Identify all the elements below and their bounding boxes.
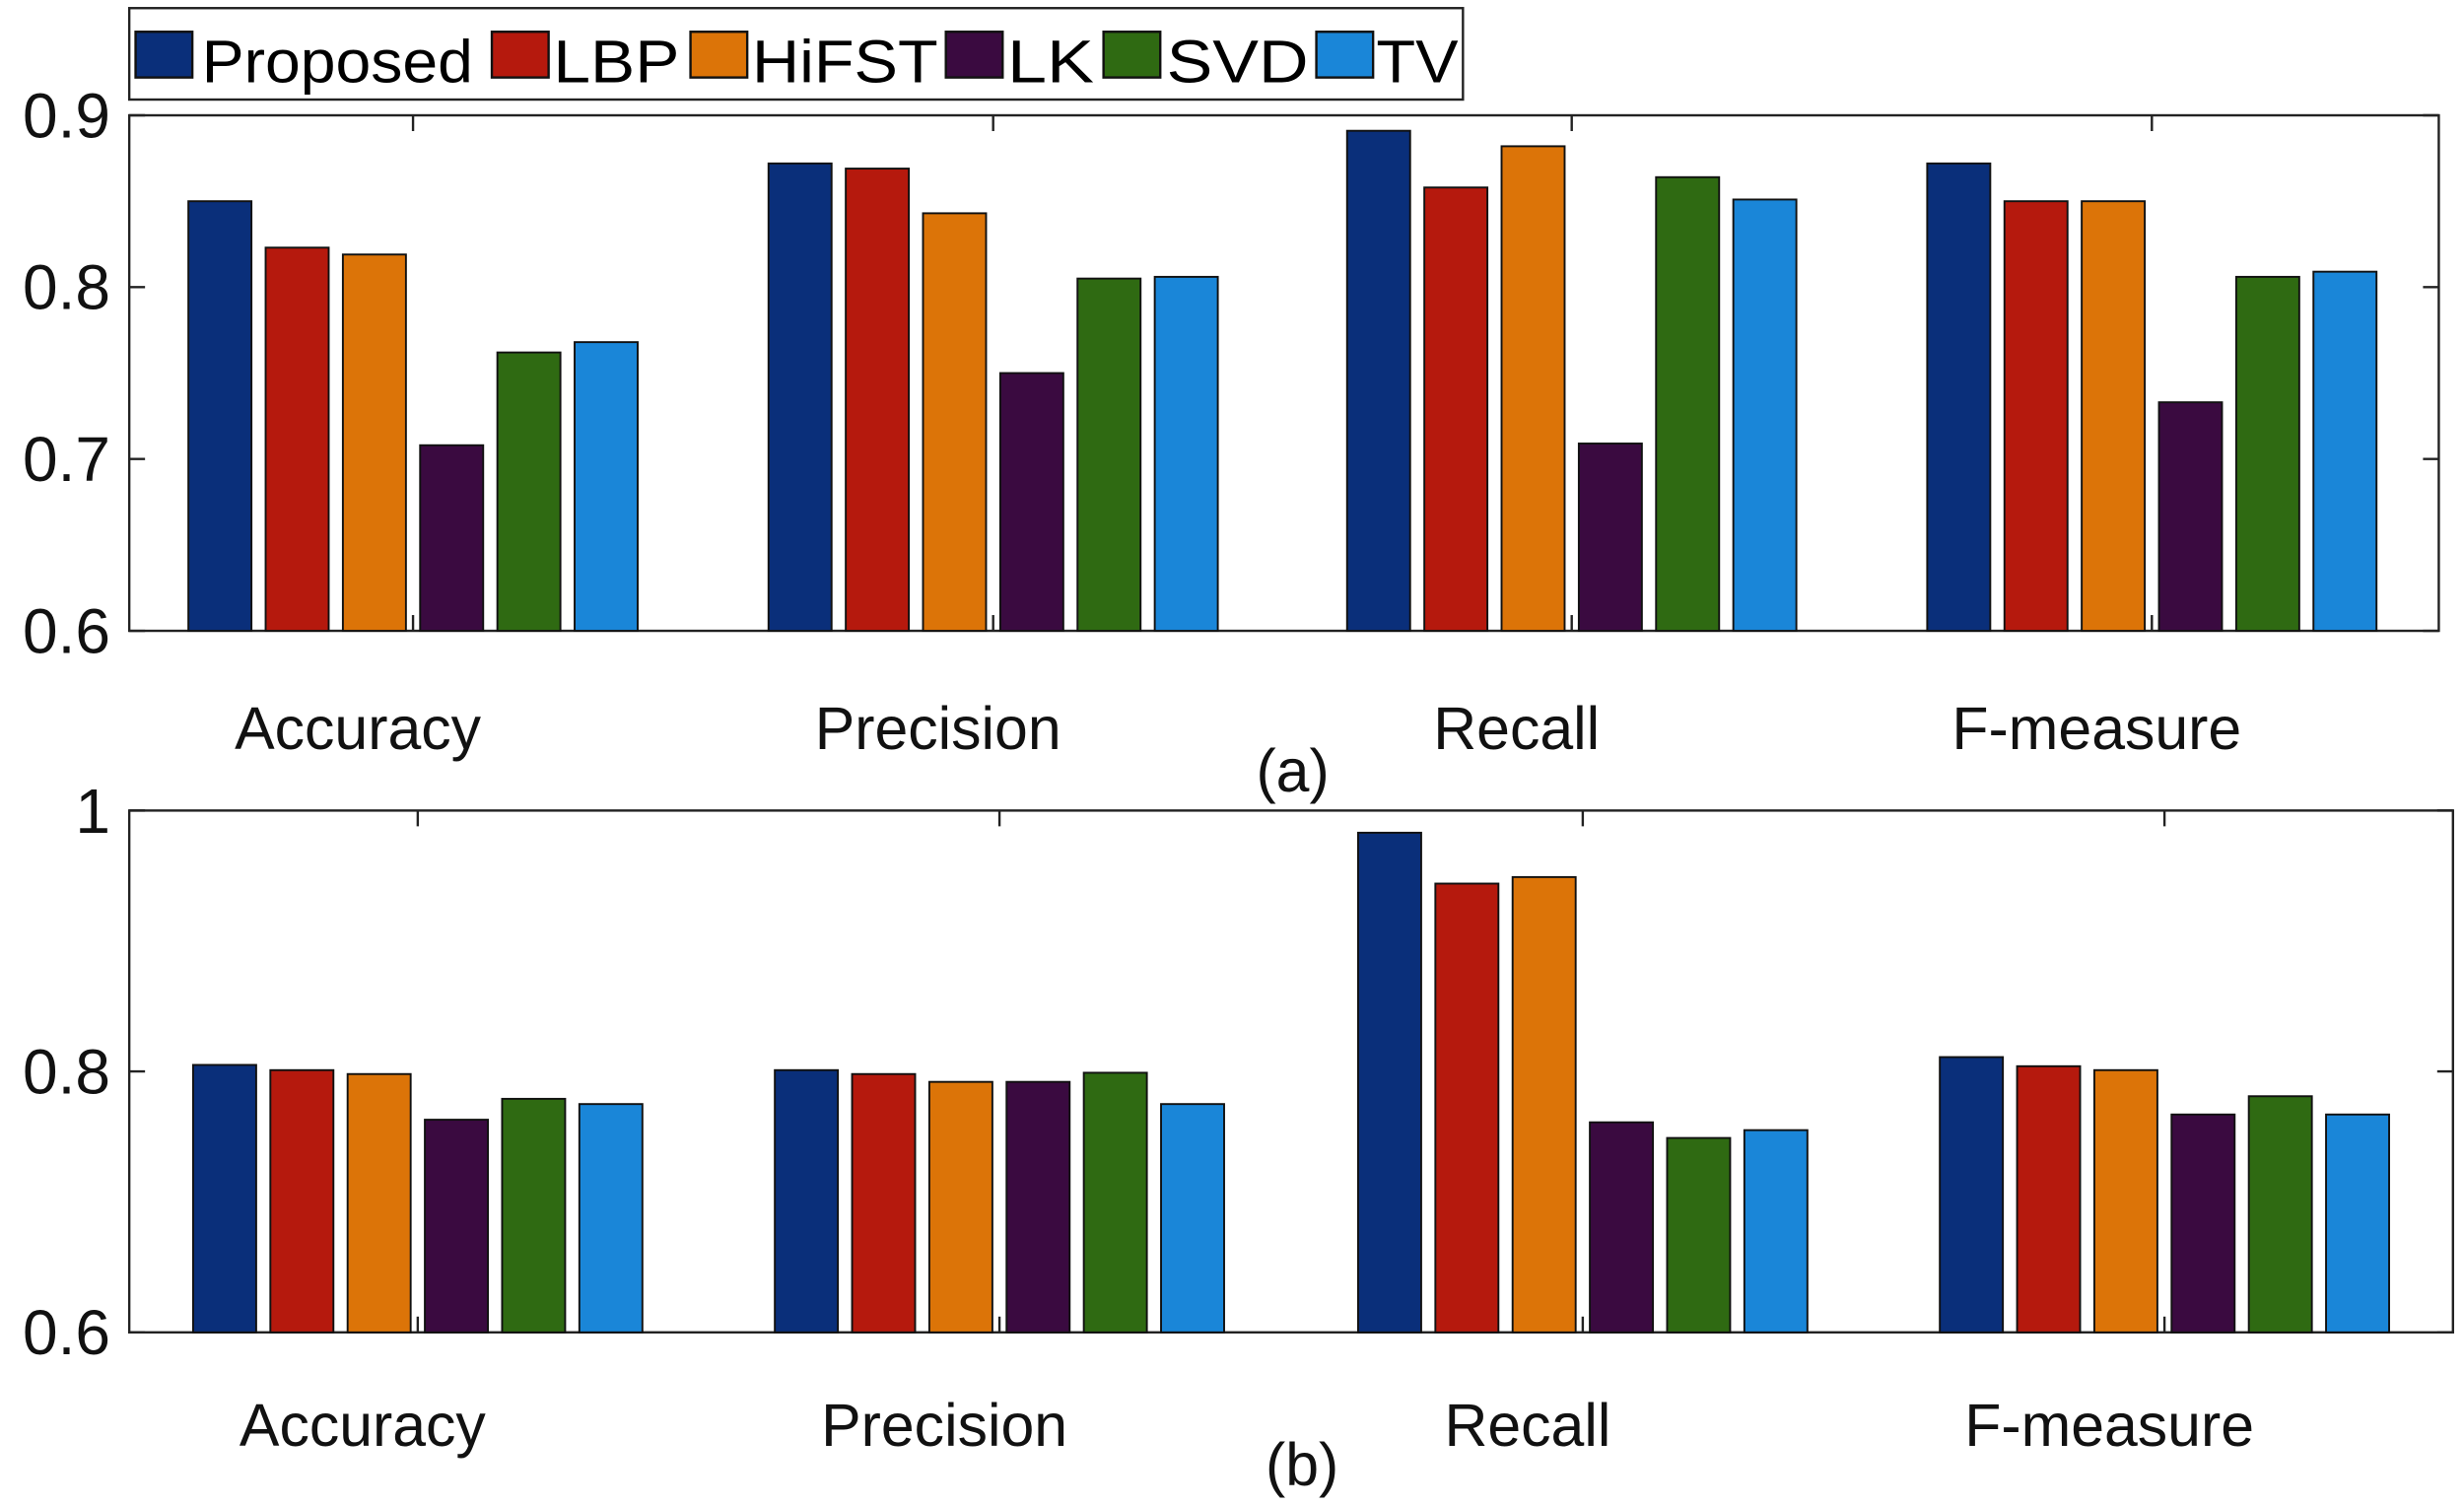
bar-lk-accuracy (424, 1119, 490, 1334)
bar-lk-precision (998, 372, 1064, 632)
legend-label: HiFST (752, 28, 938, 95)
legend-swatch (1102, 31, 1162, 79)
bar-lbp-accuracy (269, 1068, 335, 1334)
bar-hifst-recall (1511, 875, 1577, 1334)
y-tick-label: 0.6 (23, 1297, 110, 1368)
bar-svd-f-measure (2247, 1095, 2313, 1334)
bar-tv-precision (1153, 275, 1219, 632)
y-tick-label: 0.7 (23, 424, 110, 495)
bar-hifst-accuracy (346, 1072, 412, 1334)
panel-label: (a) (1256, 737, 1329, 804)
legend-label: LK (1007, 28, 1094, 95)
bar-hifst-recall (1500, 145, 1566, 632)
bar-svd-accuracy (501, 1097, 567, 1334)
legend-label: LBP (553, 28, 679, 95)
bar-hifst-accuracy (341, 253, 407, 632)
legend-swatch (490, 31, 550, 79)
bar-hifst-precision (927, 1080, 993, 1334)
bar-lbp-precision (845, 168, 911, 632)
bar-lbp-recall (1423, 186, 1489, 632)
x-category-label: Accuracy (235, 695, 482, 762)
legend-label: Proposed (202, 28, 473, 95)
legend-label: TV (1376, 28, 1459, 95)
bar-tv-f-measure (2325, 1113, 2390, 1334)
panel-0: 0.6 0.7 0.8 0.9 Accuracy Precision Recall F-mea… (23, 80, 2440, 804)
bar-svd-accuracy (496, 351, 562, 632)
bar-lk-f-measure (2170, 1113, 2236, 1334)
y-tick-label: 1 (75, 776, 110, 847)
y-tick-label: 0.6 (23, 595, 110, 666)
bar-proposed-f-measure (1926, 162, 1992, 632)
x-category-label: Recall (1433, 695, 1600, 762)
legend-entry-lk: LK (944, 28, 1094, 95)
bar-lk-accuracy (419, 444, 485, 632)
bar-tv-precision (1160, 1103, 1225, 1334)
bar-tv-recall (1743, 1129, 1809, 1334)
bar-svd-recall (1666, 1136, 1732, 1334)
bar-proposed-accuracy (187, 200, 253, 632)
legend-swatch (1315, 31, 1375, 79)
legend-entry-proposed: Proposed (134, 28, 473, 95)
x-category-label: F-measure (1964, 1392, 2254, 1459)
bar-tv-f-measure (2312, 270, 2378, 632)
x-category-label: Accuracy (240, 1392, 487, 1459)
bar-hifst-f-measure (2092, 1068, 2158, 1334)
legend-swatch (944, 31, 1004, 79)
bar-lbp-recall (1434, 882, 1500, 1334)
legend-entry-hifst: HiFST (689, 28, 938, 95)
legend-label: SVD (1167, 28, 1309, 95)
y-tick-label: 0.9 (23, 80, 110, 151)
bar-svd-precision (1082, 1071, 1148, 1334)
bar-lbp-f-measure (2016, 1064, 2082, 1334)
bar-hifst-f-measure (2081, 200, 2147, 632)
bar-lk-f-measure (2157, 401, 2224, 632)
bar-lk-recall (1577, 443, 1643, 632)
bar-hifst-precision (922, 212, 988, 632)
legend-entry-lbp: LBP (490, 28, 679, 95)
bar-tv-accuracy (574, 341, 639, 632)
legend-entry-tv: TV (1315, 28, 1459, 95)
y-tick-label: 0.8 (23, 252, 110, 323)
bar-lbp-accuracy (264, 246, 330, 632)
panel-1: 0.6 0.8 1 Accuracy Precision Recall F-measure (… (23, 776, 2455, 1498)
bar-svd-recall (1655, 175, 1721, 632)
bar-lk-precision (1005, 1080, 1071, 1334)
x-category-label: F-measure (1951, 695, 2241, 762)
y-tick-label: 0.8 (23, 1036, 110, 1107)
bar-proposed-recall (1345, 129, 1411, 632)
bar-lbp-precision (851, 1072, 917, 1334)
legend: Proposed LBP HiFST LK SVD TV (127, 7, 1465, 102)
bar-svd-precision (1076, 277, 1142, 632)
bar-proposed-precision (774, 1068, 840, 1334)
legend-swatch (134, 31, 194, 79)
bar-proposed-precision (767, 162, 833, 632)
legend-box (127, 7, 1465, 102)
bar-tv-recall (1732, 198, 1798, 632)
x-category-label: Precision (821, 1392, 1067, 1459)
legend-entry-svd: SVD (1102, 28, 1309, 95)
x-category-label: Recall (1444, 1392, 1610, 1459)
panel-label: (b) (1266, 1431, 1338, 1498)
bar-proposed-recall (1356, 831, 1422, 1334)
bar-lk-recall (1589, 1121, 1655, 1334)
legend-swatch (689, 31, 749, 79)
bar-proposed-f-measure (1939, 1056, 2005, 1334)
bar-tv-accuracy (578, 1103, 644, 1334)
x-category-label: Precision (815, 695, 1061, 762)
bar-proposed-accuracy (191, 1063, 257, 1334)
bar-lbp-f-measure (2003, 200, 2069, 632)
bar-svd-f-measure (2234, 275, 2300, 632)
